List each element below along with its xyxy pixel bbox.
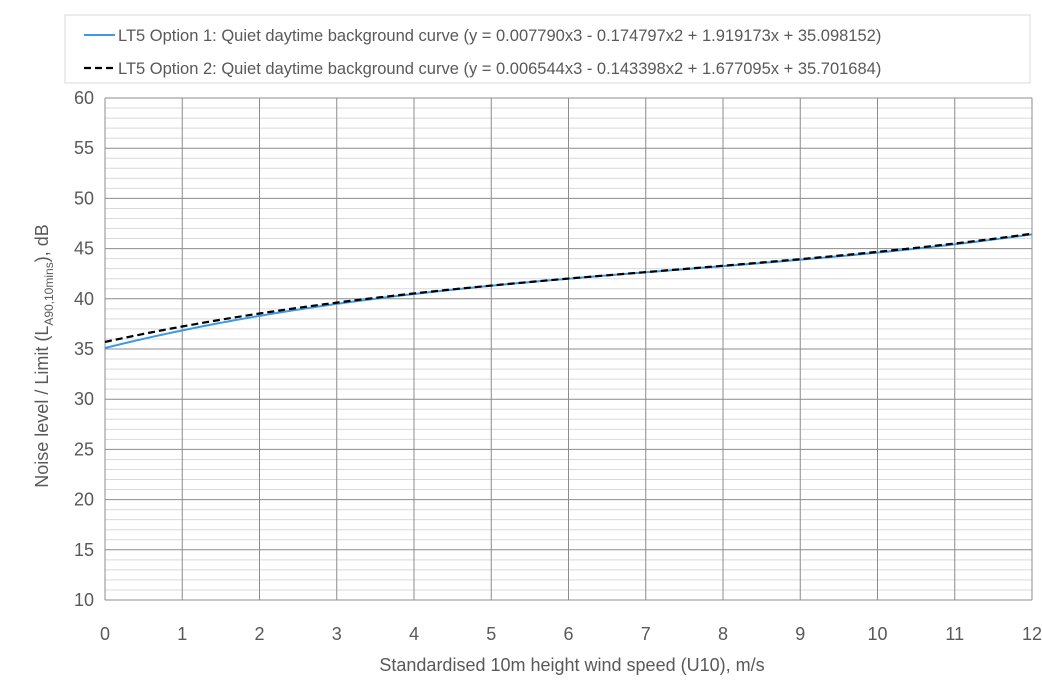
y-tick-label: 10	[74, 590, 94, 610]
y-tick-label: 15	[74, 540, 94, 560]
x-tick-labels: 0 1 2 3 4 5 6 7 8 9 10 11 12	[100, 624, 1042, 644]
x-axis-label: Standardised 10m height wind speed (U10)…	[379, 655, 764, 675]
y-tick-label: 30	[74, 389, 94, 409]
legend-label-option-2: LT5 Option 2: Quiet daytime background c…	[118, 60, 881, 78]
y-tick-label: 20	[74, 490, 94, 510]
y-tick-label: 45	[74, 239, 94, 259]
x-tick-label: 1	[177, 624, 187, 644]
y-tick-labels: 10 15 20 25 30 35 40 45 50 55 60	[74, 88, 94, 610]
x-tick-label: 0	[100, 624, 110, 644]
x-tick-label: 4	[409, 624, 419, 644]
x-tick-label: 2	[254, 624, 264, 644]
y-tick-label: 60	[74, 88, 94, 108]
y-axis-label: Noise level / Limit (LA90,10mins), dB	[32, 224, 56, 487]
x-tick-label: 6	[563, 624, 573, 644]
x-tick-label: 9	[795, 624, 805, 644]
y-tick-label: 40	[74, 289, 94, 309]
legend: LT5 Option 1: Quiet daytime background c…	[64, 14, 1031, 84]
y-tick-label: 55	[74, 138, 94, 158]
x-tick-label: 10	[867, 624, 887, 644]
x-tick-label: 11	[945, 624, 964, 644]
x-tick-label: 8	[718, 624, 728, 644]
x-tick-label: 12	[1022, 624, 1042, 644]
major-gridlines	[104, 97, 1033, 601]
y-tick-label: 35	[74, 339, 94, 359]
x-tick-label: 7	[641, 624, 651, 644]
x-tick-label: 5	[486, 624, 496, 644]
legend-box	[64, 14, 1031, 84]
x-tick-label: 3	[332, 624, 342, 644]
series-line-option-2	[104, 232, 1033, 344]
y-tick-label: 50	[74, 188, 94, 208]
y-tick-label: 25	[74, 439, 94, 459]
series-layer	[104, 232, 1033, 349]
legend-label-option-1: LT5 Option 1: Quiet daytime background c…	[118, 27, 881, 45]
